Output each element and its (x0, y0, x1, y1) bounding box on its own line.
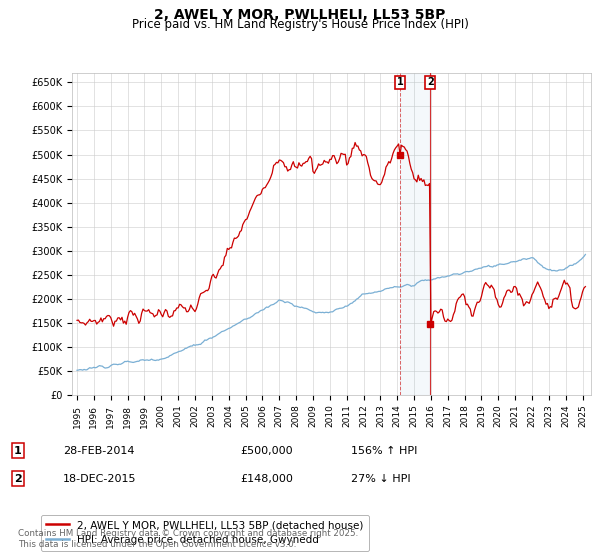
Text: £148,000: £148,000 (240, 474, 293, 484)
Text: Contains HM Land Registry data © Crown copyright and database right 2025.
This d: Contains HM Land Registry data © Crown c… (18, 529, 358, 549)
Text: 2, AWEL Y MOR, PWLLHELI, LL53 5BP: 2, AWEL Y MOR, PWLLHELI, LL53 5BP (154, 8, 446, 22)
Text: 1: 1 (397, 77, 403, 87)
Text: 18-DEC-2015: 18-DEC-2015 (63, 474, 137, 484)
Legend: 2, AWEL Y MOR, PWLLHELI, LL53 5BP (detached house), HPI: Average price, detached: 2, AWEL Y MOR, PWLLHELI, LL53 5BP (detac… (41, 515, 369, 550)
Text: 1: 1 (14, 446, 22, 456)
Text: 2: 2 (427, 77, 434, 87)
Text: 28-FEB-2014: 28-FEB-2014 (63, 446, 134, 456)
Text: £500,000: £500,000 (240, 446, 293, 456)
Text: Price paid vs. HM Land Registry's House Price Index (HPI): Price paid vs. HM Land Registry's House … (131, 18, 469, 31)
Text: 156% ↑ HPI: 156% ↑ HPI (351, 446, 418, 456)
Text: 2: 2 (14, 474, 22, 484)
Bar (400, 73, 430, 395)
Text: 27% ↓ HPI: 27% ↓ HPI (351, 474, 410, 484)
